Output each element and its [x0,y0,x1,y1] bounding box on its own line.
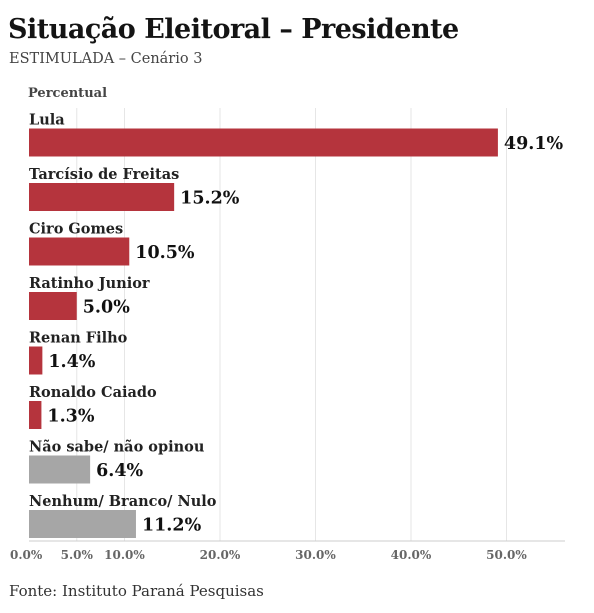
category-label: Ronaldo Caiado [29,384,157,401]
category-label: Nenhum/ Branco/ Nulo [29,493,217,510]
value-label: 1.4% [48,352,95,372]
bar [29,237,130,266]
category-label: Não sabe/ não opinou [29,439,205,456]
category-label: Ciro Gomes [29,221,123,238]
bar [29,292,77,320]
value-label: 11.2% [142,516,202,536]
bar [29,455,91,484]
x-tick-label: 20.0% [200,548,241,562]
x-tick-label: 10.0% [104,548,145,562]
category-label: Renan Filho [29,330,128,347]
category-label: Lula [29,112,65,129]
x-tick-label: 0.0% [10,548,43,562]
category-label: Tarcísio de Freitas [29,166,179,183]
value-label: 15.2% [180,189,240,209]
bar [29,183,175,211]
bar [29,128,498,157]
source-note: Fonte: Instituto Paraná Pesquisas [9,582,264,600]
bar [29,346,43,375]
axis-label-percentual: Percentual [28,86,107,101]
x-tick-label: 30.0% [295,548,336,562]
chart-subtitle: ESTIMULADA – Cenário 3 [9,51,203,67]
value-label: 5.0% [83,298,130,318]
chart-title: Situação Eleitoral – Presidente [8,14,459,45]
x-tick-label: 50.0% [486,548,527,562]
value-label: 10.5% [135,243,195,263]
value-label: 6.4% [96,461,143,481]
value-label: 1.3% [47,407,94,427]
category-label: Ratinho Junior [29,275,150,292]
bar [29,510,136,538]
x-tick-label: 40.0% [391,548,432,562]
bar [29,401,42,429]
x-tick-label: 5.0% [61,548,94,562]
value-label: 49.1% [504,134,564,154]
